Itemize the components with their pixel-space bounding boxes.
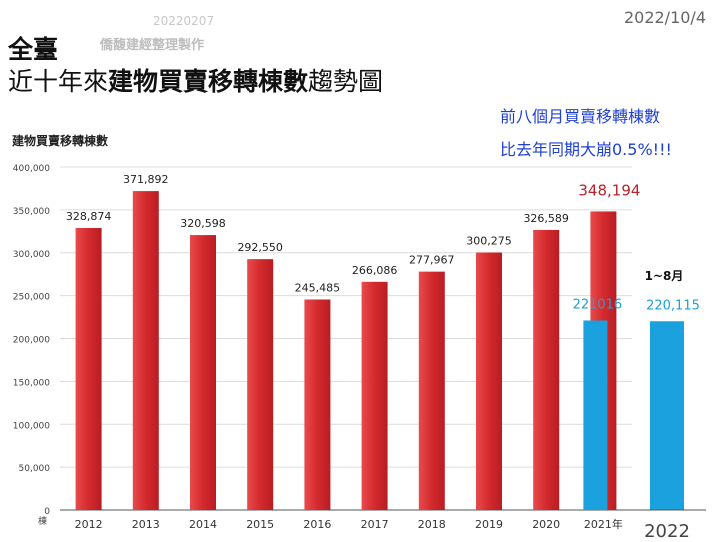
y-tick-label: 300,000	[13, 250, 50, 260]
y-unit-label: 棟	[38, 515, 47, 527]
y-tick-label: 250,000	[13, 293, 50, 303]
title-suffix: 趨勢圖	[308, 67, 384, 96]
y-tick-label: 0	[44, 507, 50, 517]
title-line-2: 近十年來建物買賣移轉棟數趨勢圖	[8, 62, 383, 98]
bar-value-label: 326,589	[523, 212, 569, 225]
bar-2022	[650, 321, 684, 510]
x-tick-label: 2017	[361, 518, 389, 531]
bar-value-label: 245,485	[295, 281, 341, 294]
y-tick-label: 50,000	[19, 464, 51, 474]
annotation-note: 前八個月買賣移轉棟數 比去年同期大崩0.5%!!!	[500, 100, 672, 166]
bar	[132, 191, 159, 511]
title-emphasis: 建物買賣移轉棟數	[108, 67, 309, 96]
y-tick-label: 100,000	[13, 421, 50, 431]
date-stamp: 20220207	[153, 14, 215, 28]
bar-value-label: 371,892	[123, 173, 169, 186]
x-tick-label: 2012	[75, 518, 103, 531]
x-tick-label: 2016	[303, 518, 331, 531]
bar-value-label: 292,550	[237, 241, 283, 254]
x-tick-label: 2021年	[584, 517, 623, 531]
title-prefix: 近十年來	[8, 67, 109, 96]
bar-value-label: 328,874	[66, 210, 112, 223]
bar-value-label: 348,194	[578, 181, 640, 199]
bar	[75, 227, 102, 510]
x-tick-label: 2020	[532, 518, 560, 531]
x-tick-label: 2015	[246, 518, 274, 531]
x-tick-label: 2014	[189, 518, 217, 531]
bar	[418, 271, 445, 510]
y-tick-label: 350,000	[13, 207, 50, 217]
note-line-1: 前八個月買賣移轉棟數	[500, 107, 661, 126]
bar	[361, 281, 388, 510]
bar-value-label: 277,967	[409, 254, 455, 267]
bar-2022-label: 220,115	[646, 298, 700, 313]
period-label: 1~8月	[645, 269, 684, 283]
y-axis-title: 建物買賣移轉棟數	[12, 134, 109, 148]
y-tick-label: 150,000	[13, 378, 50, 388]
maker-credit: 僑馥建經整理製作	[100, 38, 205, 53]
note-line-2: 比去年同期大崩0.5%!!!	[500, 140, 672, 159]
title-line-1: 全臺	[8, 35, 59, 64]
bar-partial	[583, 320, 608, 510]
y-tick-label: 400,000	[13, 164, 50, 174]
y-tick-label: 200,000	[13, 336, 50, 346]
x-tick-label: 2019	[475, 518, 503, 531]
bar	[247, 259, 274, 510]
report-date: 2022/10/4	[623, 8, 706, 27]
bar	[304, 299, 331, 510]
bar-value-label: 320,598	[180, 217, 226, 230]
bar	[476, 252, 502, 510]
bar	[190, 235, 216, 510]
x-tick-label: 2013	[132, 518, 160, 531]
x-tick-label-2022: 2022	[644, 521, 690, 542]
bar-value-label: 266,086	[352, 264, 398, 277]
bar-value-label: 300,275	[466, 235, 512, 248]
x-tick-label: 2018	[418, 518, 446, 531]
bar-partial-label: 221016	[573, 297, 623, 312]
bar	[533, 229, 560, 510]
